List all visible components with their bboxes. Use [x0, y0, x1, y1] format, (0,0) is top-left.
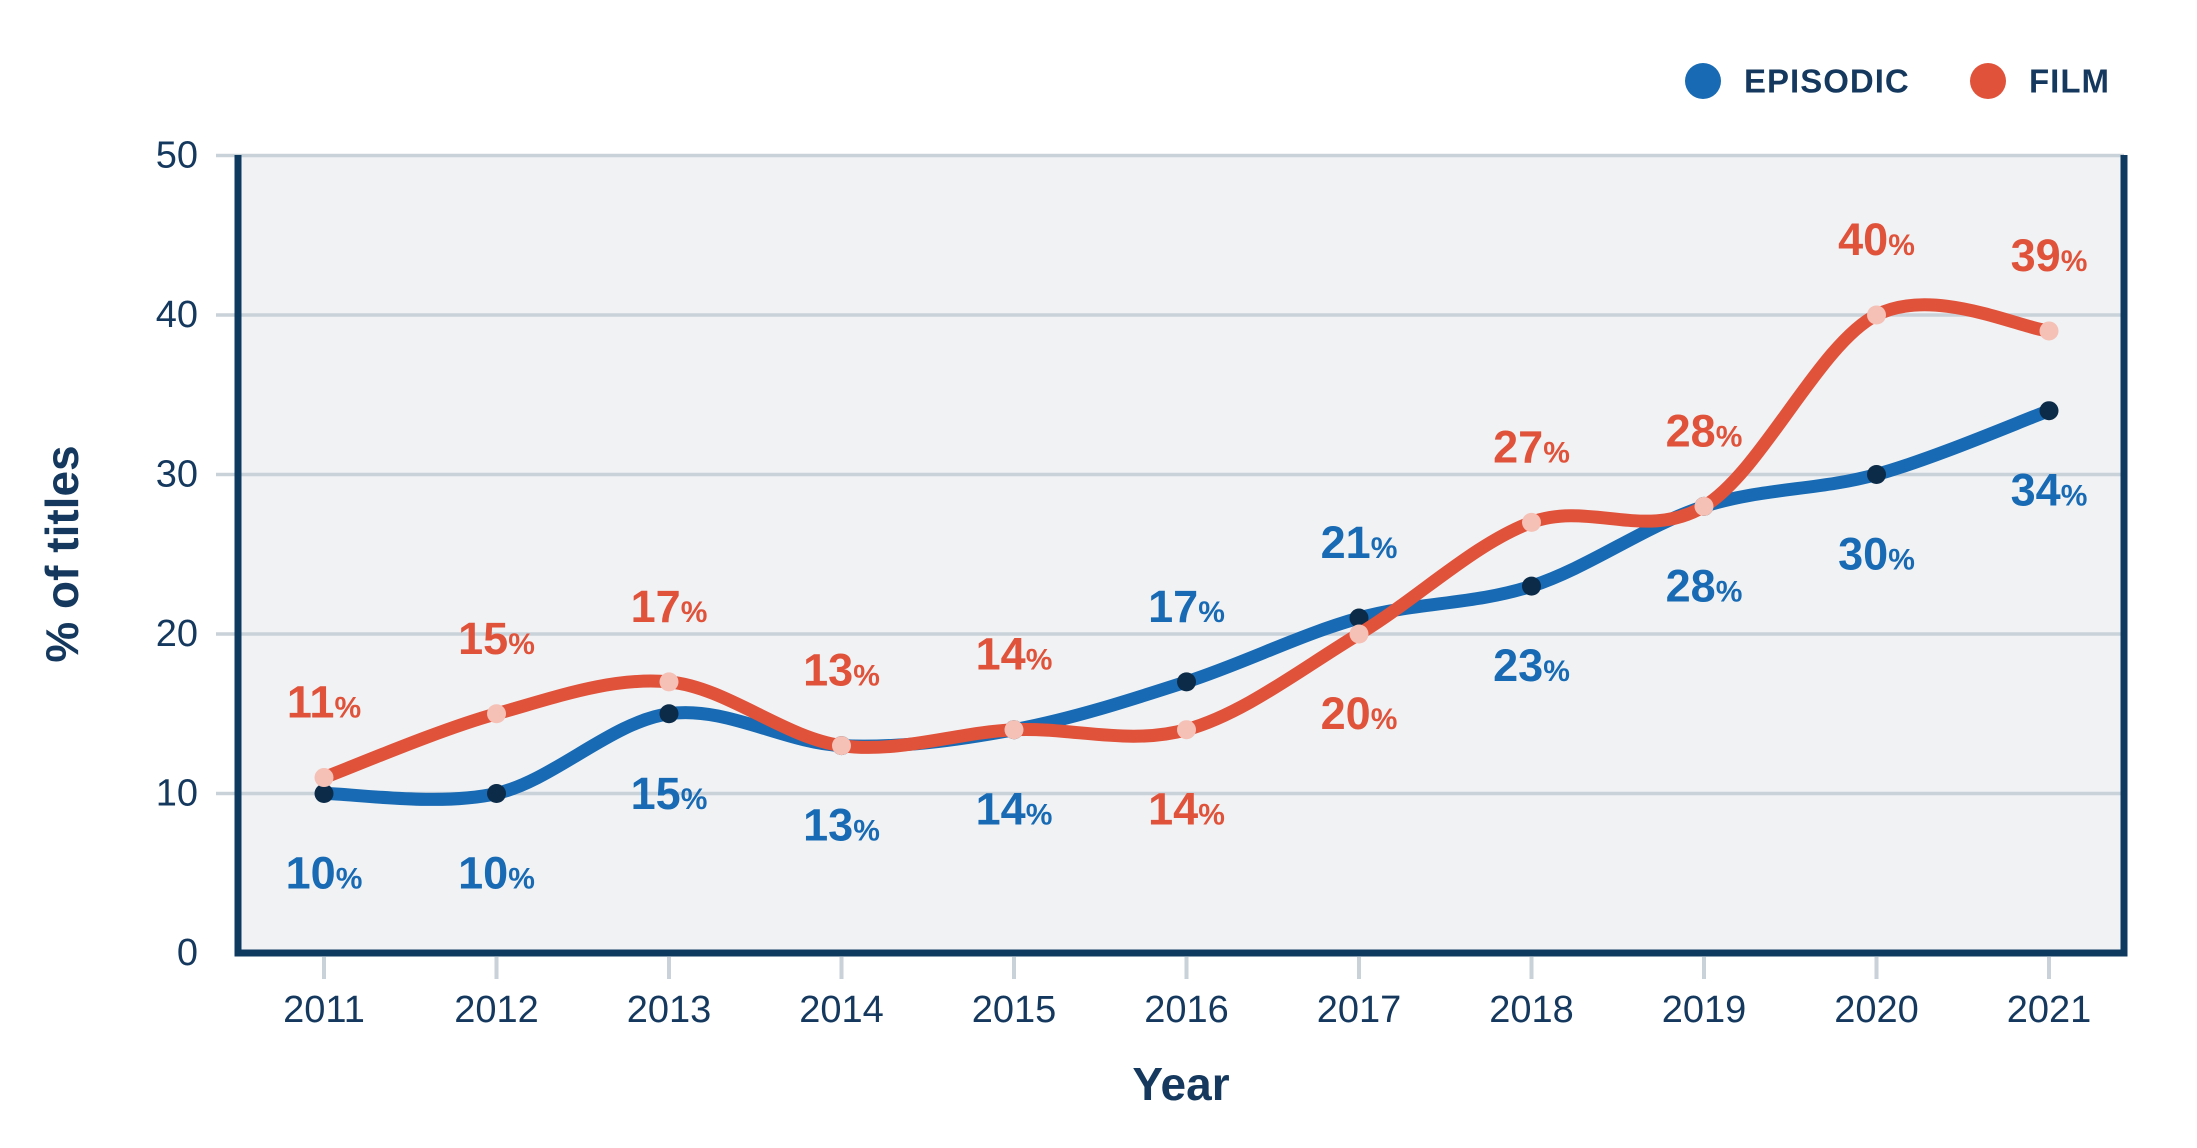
marker-film-2018 [1522, 512, 1541, 532]
x-tick-label-2018: 2018 [1489, 989, 1574, 1031]
value-label-episodic-2019: 28% [1666, 560, 1743, 611]
value-label-film-2015: 14% [976, 629, 1053, 680]
value-label-episodic-2016: 17% [1148, 581, 1225, 632]
value-label-film-2011: 11% [287, 677, 361, 728]
y-axis-title: % of titles [36, 445, 88, 662]
marker-episodic-2016 [1177, 672, 1196, 692]
value-label-film-2018: 27% [1493, 421, 1570, 472]
value-label-episodic-2011: 10% [286, 848, 363, 899]
value-label-episodic-2015: 14% [976, 784, 1053, 835]
legend-label-film: FILM [2029, 63, 2110, 100]
marker-film-2012 [487, 704, 506, 724]
y-tick-label-50: 50 [156, 135, 198, 177]
marker-film-2021 [2039, 321, 2059, 341]
x-tick-labels: 2011 2012 2013 2014 2015 2016 2017 2018 2019 2020… [283, 989, 2091, 1031]
value-label-film-2012: 15% [458, 613, 535, 664]
x-tick-label-2021: 2021 [2007, 989, 2092, 1031]
x-axis-ticks [322, 957, 2051, 979]
x-tick-label-2020: 2020 [1834, 989, 1919, 1031]
y-tick-label-40: 40 [156, 294, 198, 336]
value-label-film-2016: 14% [1148, 784, 1225, 835]
x-tick-label-2015: 2015 [972, 989, 1057, 1031]
value-label-episodic-2013: 15% [631, 768, 708, 819]
marker-film-2016 [1177, 720, 1196, 740]
x-tick-label-2019: 2019 [1662, 989, 1747, 1031]
value-label-film-2014: 13% [803, 645, 880, 696]
y-tick-label-0: 0 [177, 932, 198, 974]
gridlines [216, 153, 2124, 796]
value-label-film-2013: 17% [631, 581, 708, 632]
legend: EPISODIC FILM [1685, 63, 2110, 100]
plot-area [238, 155, 2124, 953]
x-axis-title: Year [1132, 1058, 1229, 1110]
x-tick-label-2016: 2016 [1144, 989, 1229, 1031]
marker-film-2019 [1694, 496, 1714, 516]
legend-marker-film [1970, 63, 2006, 99]
y-tick-labels: 0 10 20 30 40 50 [156, 135, 198, 975]
data-value-labels: 10% 10% 15% 13% 14% 17% 21% 23% 28% 30% 34% 11% 15% 1… [286, 214, 2088, 899]
x-tick-label-2011: 2011 [283, 989, 365, 1031]
marker-film-2017 [1349, 624, 1369, 644]
y-tick-label-30: 30 [156, 454, 198, 496]
marker-film-2013 [659, 672, 679, 692]
value-label-film-2017: 20% [1321, 688, 1398, 739]
marker-episodic-2017 [1349, 608, 1369, 628]
marker-episodic-2020 [1867, 465, 1886, 484]
value-label-film-2020: 40% [1838, 214, 1915, 265]
value-label-episodic-2017: 21% [1321, 517, 1398, 568]
series-line-film [317, 298, 2056, 785]
value-label-episodic-2018: 23% [1493, 640, 1570, 691]
series-lines [314, 298, 2059, 806]
legend-marker-episodic [1685, 63, 1721, 99]
x-tick-label-2013: 2013 [627, 989, 712, 1031]
marker-film-2020 [1867, 305, 1886, 325]
x-tick-label-2017: 2017 [1317, 989, 1402, 1031]
marker-film-2015 [1004, 720, 1024, 740]
value-label-episodic-2021: 34% [2011, 465, 2088, 516]
y-tick-label-20: 20 [156, 613, 198, 655]
x-tick-label-2014: 2014 [799, 989, 884, 1031]
marker-episodic-2018 [1522, 576, 1541, 596]
marker-film-2014 [832, 736, 851, 756]
value-label-episodic-2014: 13% [803, 800, 880, 851]
x-tick-label-2012: 2012 [454, 989, 539, 1031]
value-label-film-2019: 28% [1666, 405, 1743, 456]
marker-episodic-2013 [659, 704, 679, 724]
value-label-episodic-2012: 10% [458, 848, 535, 899]
value-label-episodic-2020: 30% [1838, 529, 1915, 580]
legend-label-episodic: EPISODIC [1744, 63, 1910, 100]
marker-episodic-2021 [2039, 401, 2059, 421]
marker-episodic-2012 [487, 784, 506, 803]
marker-episodic-2011 [314, 784, 334, 803]
y-tick-label-10: 10 [156, 773, 198, 815]
marker-film-2011 [314, 768, 334, 788]
value-label-film-2021: 39% [2011, 230, 2088, 281]
